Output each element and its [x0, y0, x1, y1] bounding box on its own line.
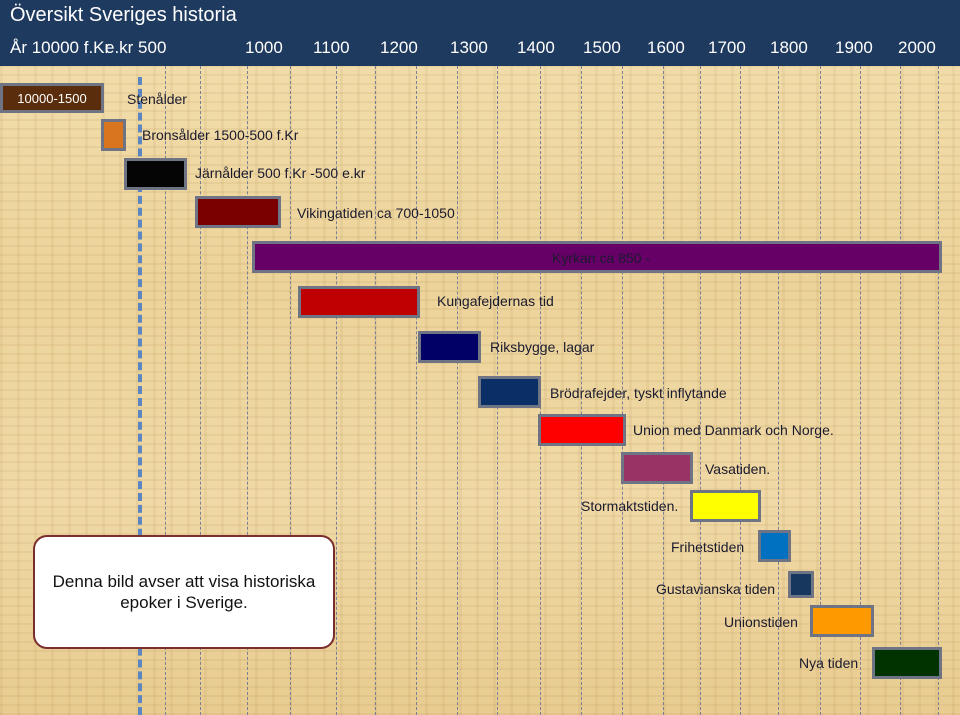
year-gridline	[700, 66, 701, 715]
era-bar-kalmar-union	[538, 414, 626, 446]
era-label-union-era: Unionstiden	[724, 614, 798, 630]
year-gridline	[416, 66, 417, 715]
era-bar-realm-building	[418, 331, 481, 363]
era-label-modern-era: Nya tiden	[799, 655, 859, 671]
year-tick-label: 1900	[835, 38, 873, 57]
era-label-bronze-age: Bronsålder 1500-500 f.Kr	[142, 127, 299, 143]
era-label-kings-feuds: Kungafejdernas tid	[437, 293, 554, 309]
era-label-realm-building: Riksbygge, lagar	[490, 339, 595, 355]
era-bar-great-power-era	[690, 490, 761, 522]
year-gridline	[290, 66, 291, 715]
era-bar-stone-age: 10000-1500	[0, 83, 104, 113]
year-gridline	[165, 66, 166, 715]
year-tick-label: 1700	[708, 38, 746, 57]
era-bar-vasa-era	[621, 452, 693, 484]
era-bar-union-era	[810, 605, 874, 637]
year-gridline	[247, 66, 248, 715]
era-label-kalmar-union: Union med Danmark och Norge.	[633, 422, 834, 438]
note-text: Denna bild avser att visa historiska epo…	[52, 572, 316, 612]
year-tick-label: 1000	[245, 38, 283, 57]
year-gridline	[336, 66, 337, 715]
era-bar-modern-era	[872, 647, 942, 679]
year-tick-label: År 10000 f.Kr	[10, 38, 111, 57]
year-gridline	[740, 66, 741, 715]
era-bar-iron-age	[124, 158, 187, 190]
era-label-iron-age: Järnålder 500 f.Kr -500 e.kr	[195, 165, 366, 181]
year-gridline	[860, 66, 861, 715]
year-gridline	[663, 66, 664, 715]
year-tick-label: 1600	[647, 38, 685, 57]
year-tick-label: 1300	[450, 38, 488, 57]
era-label-age-of-liberty: Frihetstiden	[671, 539, 745, 555]
era-bar-kings-feuds	[298, 286, 420, 318]
year-gridline	[900, 66, 901, 715]
year-tick-label: e.kr 500	[105, 38, 167, 57]
era-label-viking-age: Vikingatiden ca 700-1050	[297, 205, 455, 221]
era-label-stone-age: Stenålder	[127, 91, 187, 107]
era-bar-age-of-liberty	[758, 530, 791, 562]
era-label-vasa-era: Vasatiden.	[705, 461, 771, 477]
year-gridline	[622, 66, 623, 715]
era-bar-brothers-feuds	[478, 376, 541, 408]
year-gridline	[938, 66, 939, 715]
era-label-gustavian-era: Gustavianska tiden	[656, 581, 776, 597]
era-bar-stone-age-text: 10000-1500	[17, 90, 87, 106]
year-zero-line	[138, 77, 142, 715]
year-tick-label: 1800	[770, 38, 808, 57]
page-title: Översikt Sveriges historia	[10, 4, 237, 26]
era-label-church: Kyrkan ca 850 -	[552, 250, 651, 266]
year-gridline	[375, 66, 376, 715]
note-box: Denna bild avser att visa historiska epo…	[33, 535, 335, 649]
era-bar-bronze-age	[101, 119, 126, 151]
year-tick-label: 1100	[313, 38, 350, 57]
year-tick-label: 1500	[583, 38, 621, 57]
year-gridline	[820, 66, 821, 715]
era-label-great-power-era: Stormaktstiden.	[581, 498, 679, 514]
year-gridline	[457, 66, 458, 715]
year-gridline	[200, 66, 201, 715]
year-tick-label: 1200	[380, 38, 418, 57]
year-gridline	[581, 66, 582, 715]
year-gridline	[778, 66, 779, 715]
era-bar-viking-age	[195, 196, 281, 228]
era-label-brothers-feuds: Brödrafejder, tyskt inflytande	[550, 385, 727, 401]
era-bar-church	[252, 241, 942, 273]
year-tick-label: 1400	[517, 38, 555, 57]
era-bar-gustavian-era	[788, 571, 814, 598]
year-tick-label: 2000	[898, 38, 936, 57]
header-band: Översikt Sveriges historia År 10000 f.Kr…	[0, 0, 960, 66]
